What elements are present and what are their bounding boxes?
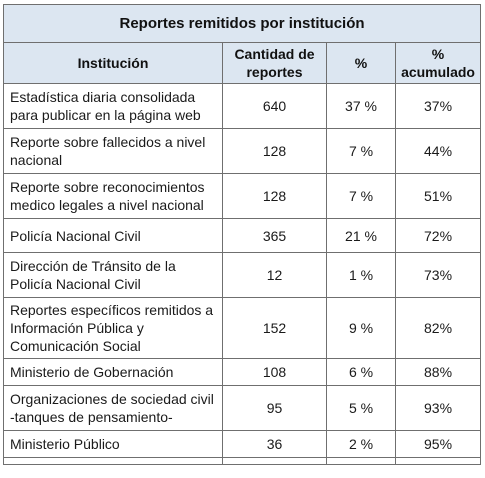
cell-acumulado: 44% [394,128,482,174]
cell-cantidad: 128 [222,173,327,219]
cell-cantidad: 95 [222,385,327,431]
cell-cantidad: 128 [222,128,327,174]
reportes-table-container: Reportes remitidos por institución Insti… [2,4,482,465]
table-row: Estadística diaria consolidada para publ… [3,83,482,129]
table-row: Ministerio Público 36 2 % 95% [3,430,482,458]
cell-institucion: Reporte sobre fallecidos a nivel naciona… [3,128,223,174]
cell-cantidad: 36 [222,430,327,458]
cell-acumulado: 95% [394,430,482,458]
cell-porcentaje: 9 % [326,297,396,359]
table-row: Reportes específicos remitidos a Informa… [3,297,482,359]
cell-institucion: Reporte sobre reconocimientos medico leg… [3,173,223,219]
cell-cantidad: 640 [222,83,327,129]
header-acumulado: % acumulado [394,42,482,84]
cell-institucion: Ministerio Público [3,430,223,458]
cell-cantidad: 365 [222,218,327,253]
header-porcentaje: % [326,42,396,84]
table-row: Organizaciones de sociedad civil -tanque… [3,385,482,431]
cell-acumulado: 73% [394,252,482,298]
cell-cantidad: 108 [222,358,327,386]
cell-porcentaje: 6 % [326,358,396,386]
cutoff-cell [394,457,482,465]
cell-acumulado: 88% [394,358,482,386]
cell-porcentaje: 5 % [326,385,396,431]
cell-cantidad: 12 [222,252,327,298]
cutoff-cell [3,457,223,465]
reportes-table: Reportes remitidos por institución Insti… [2,4,482,465]
cell-cantidad: 152 [222,297,327,359]
cell-acumulado: 72% [394,218,482,253]
table-row-cutoff [3,457,482,465]
header-cantidad: Cantidad de reportes [222,42,327,84]
header-institucion: Institución [3,42,223,84]
cell-acumulado: 51% [394,173,482,219]
cell-porcentaje: 1 % [326,252,396,298]
cutoff-cell [222,457,327,465]
table-row: Policía Nacional Civil 365 21 % 72% [3,218,482,253]
table-row: Dirección de Tránsito de la Policía Naci… [3,252,482,298]
table-title: Reportes remitidos por institución [2,4,482,43]
cell-porcentaje: 2 % [326,430,396,458]
table-header-row: Institución Cantidad de reportes % % acu… [3,42,482,84]
cell-porcentaje: 21 % [326,218,396,253]
cell-acumulado: 82% [394,297,482,359]
table-row: Reporte sobre reconocimientos medico leg… [3,173,482,219]
cutoff-cell [326,457,396,465]
table-title-row: Reportes remitidos por institución [2,4,482,43]
cell-acumulado: 93% [394,385,482,431]
cell-porcentaje: 7 % [326,128,396,174]
cell-institucion: Organizaciones de sociedad civil -tanque… [3,385,223,431]
cell-institucion: Ministerio de Gobernación [3,358,223,386]
table-row: Ministerio de Gobernación 108 6 % 88% [3,358,482,386]
cell-institucion: Reportes específicos remitidos a Informa… [3,297,223,359]
cell-institucion: Dirección de Tránsito de la Policía Naci… [3,252,223,298]
table-row: Reporte sobre fallecidos a nivel naciona… [3,128,482,174]
cell-porcentaje: 7 % [326,173,396,219]
cell-institucion: Policía Nacional Civil [3,218,223,253]
cell-porcentaje: 37 % [326,83,396,129]
cell-acumulado: 37% [394,83,482,129]
cell-institucion: Estadística diaria consolidada para publ… [3,83,223,129]
